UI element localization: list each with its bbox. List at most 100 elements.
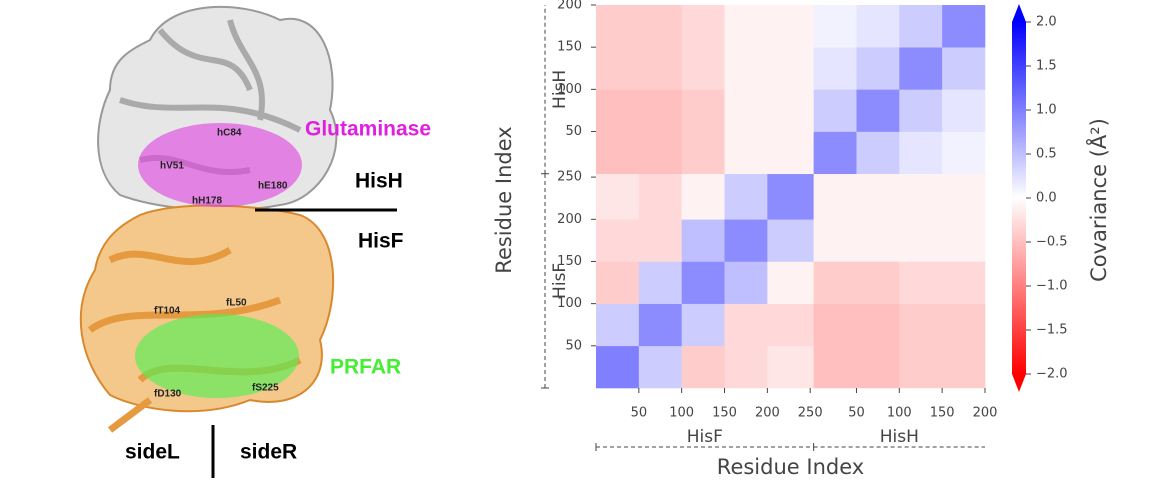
y-group-label: HisF: [550, 263, 570, 299]
chain-label: HisH: [355, 170, 403, 193]
heatmap-cell: [638, 89, 682, 132]
heatmap-cell: [596, 345, 640, 389]
heatmap-cell: [596, 5, 640, 48]
residue-label: hH178: [192, 196, 222, 207]
heatmap-cell: [856, 89, 900, 132]
y-tick-label: 250: [557, 170, 582, 185]
x-tick-label: 50: [848, 406, 865, 421]
residue-label: fS225: [252, 383, 279, 394]
heatmap-cell: [596, 219, 640, 262]
heatmap-cell: [856, 173, 900, 220]
x-tick-label: 250: [798, 406, 823, 421]
y-tick-label: 150: [557, 40, 582, 55]
heatmap-cell: [942, 219, 986, 262]
heatmap-cell: [899, 173, 943, 220]
heatmap-cell: [899, 219, 943, 262]
y-tick-label: 100: [557, 82, 582, 97]
colorbar-tick-label: 0.5: [1036, 147, 1057, 162]
heatmap-cell: [724, 345, 768, 389]
heatmap-cell: [724, 261, 768, 304]
side-label: sideR: [240, 441, 297, 464]
heatmap-cell: [681, 47, 725, 90]
x-tick-label: 100: [887, 406, 912, 421]
heatmap-cell: [596, 47, 640, 90]
heatmap-cell: [813, 261, 857, 304]
hisf-helices: [87, 246, 302, 433]
heatmap-cell: [724, 173, 768, 220]
colorbar-tick-label: 2.0: [1036, 15, 1057, 30]
colorbar-tick-label: 1.0: [1036, 103, 1057, 118]
heatmap-cell: [724, 5, 768, 48]
heatmap-cell: [899, 5, 943, 48]
heatmap-cell: [681, 345, 725, 389]
colorbar-tick-label: −1.0: [1036, 279, 1068, 294]
chain-label: HisF: [358, 230, 404, 253]
heatmap-cell: [856, 219, 900, 262]
heatmap-cell: [899, 89, 943, 132]
heatmap-cell: [681, 173, 725, 220]
colorbar-tick-label: −2.0: [1036, 367, 1068, 382]
heatmap-cell: [813, 219, 857, 262]
region-label: PRFAR: [330, 356, 401, 379]
colorbar-tick-label: 1.5: [1036, 59, 1057, 74]
heatmap-cell: [813, 89, 857, 132]
heatmap-cell: [596, 173, 640, 220]
heatmap-cell: [767, 5, 814, 48]
heatmap-cell: [942, 131, 986, 175]
heatmap-cell: [942, 261, 986, 304]
x-group-label: HisF: [687, 427, 723, 447]
colorbar-label: Covariance (Å²): [1085, 118, 1111, 282]
residue-label: hC84: [217, 128, 242, 139]
residue-label: fD130: [154, 389, 182, 400]
heatmap-cell: [638, 5, 682, 48]
heatmap-cell: [638, 303, 682, 347]
heatmap-cell: [681, 303, 725, 347]
region-label: Glutaminase: [305, 118, 431, 141]
y-axis-label: Residue Index: [492, 126, 516, 273]
colorbar-tick-label: −0.5: [1036, 235, 1068, 250]
heatmap-cell: [856, 131, 900, 175]
colorbar-extend-min: [1012, 374, 1026, 392]
y-tick-label: 150: [557, 254, 582, 269]
residue-label: hE180: [258, 181, 288, 192]
heatmap-cell: [596, 131, 640, 175]
heatmap-cell: [681, 89, 725, 132]
heatmap-cell: [596, 89, 640, 132]
heatmap-cell: [681, 5, 725, 48]
x-tick-label: 100: [669, 406, 694, 421]
x-tick-label: 150: [930, 406, 955, 421]
x-tick-label: 150: [712, 406, 737, 421]
heatmap-cell: [596, 261, 640, 304]
heatmap-cell: [856, 47, 900, 90]
colorbar: [1012, 22, 1026, 374]
heatmap-cell: [856, 5, 900, 48]
heatmap-cell: [767, 173, 814, 220]
heatmap-cell: [767, 89, 814, 132]
heatmap-cell: [899, 303, 943, 347]
heatmap-cell: [942, 89, 986, 132]
colorbar-tick-label: −1.5: [1036, 323, 1068, 338]
heatmap-cell: [638, 345, 682, 389]
y-tick-label: 50: [565, 124, 582, 139]
heatmap-cell: [942, 345, 986, 389]
residue-label: hV51: [160, 161, 184, 172]
heatmap-cell: [813, 303, 857, 347]
heatmap-cell: [899, 345, 943, 389]
heatmap-cell: [767, 345, 814, 389]
heatmap-cell: [856, 303, 900, 347]
y-tick-label: 200: [557, 0, 582, 13]
x-tick-label: 50: [631, 406, 648, 421]
x-tick-label: 200: [973, 406, 998, 421]
heatmap-cell: [942, 5, 986, 48]
heatmap-cell: [813, 173, 857, 220]
structure-panel: Glutaminase PRFAR HisH HisF sideL sideR …: [79, 5, 431, 478]
heatmap-cell: [899, 131, 943, 175]
glutaminase-site: [138, 123, 302, 207]
heatmap-cell: [638, 131, 682, 175]
heatmap-cell: [638, 47, 682, 90]
heatmap-chart: 50 100 150 200 250 50 100 150 200 50 100 150 200 250 5…: [492, 0, 1111, 479]
heatmap-cell: [681, 261, 725, 304]
heatmap-cell: [767, 219, 814, 262]
heatmap-cell: [638, 173, 682, 220]
